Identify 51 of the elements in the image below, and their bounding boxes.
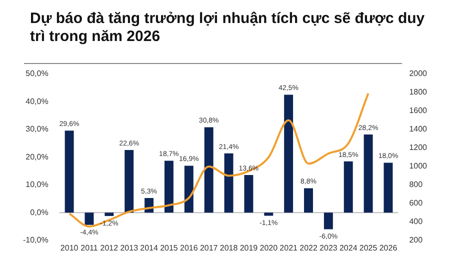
- x-tick-label: 2013: [120, 243, 139, 252]
- y2-tick-label: 1200: [409, 143, 428, 152]
- bar: [284, 94, 294, 213]
- x-tick-label: 2016: [180, 243, 198, 252]
- bar: [304, 188, 313, 213]
- bar: [184, 166, 194, 213]
- x-tick-label: 2012: [100, 243, 119, 252]
- y-tick-label: 20,0%: [26, 152, 48, 162]
- y-tick-label: 40,0%: [26, 96, 48, 106]
- y-tick-label: 30,0%: [26, 124, 48, 134]
- bar: [84, 212, 94, 225]
- y2-tick-label: 800: [409, 180, 424, 190]
- y2-tick-label: 600: [409, 198, 424, 208]
- bar: [324, 212, 333, 230]
- bar: [224, 153, 234, 213]
- y2-tick-label: 400: [409, 217, 424, 226]
- y2-tick-label: 1800: [409, 88, 428, 97]
- x-tick-label: 2023: [320, 243, 338, 252]
- x-tick-label: 2011: [80, 243, 98, 252]
- bar: [384, 162, 393, 213]
- y-tick-label: -10,0%: [22, 236, 48, 245]
- bar: [124, 150, 134, 213]
- x-tick-label: 2025: [359, 243, 378, 252]
- y2-tick-label: 1400: [409, 124, 428, 134]
- bar: [64, 130, 74, 213]
- x-tick-label: 2024: [339, 243, 358, 252]
- x-tick-label: 2014: [140, 243, 158, 252]
- x-tick-label: 2020: [260, 243, 278, 252]
- x-tick-label: 2010: [60, 243, 79, 252]
- bar: [164, 160, 174, 213]
- bar: [344, 161, 353, 213]
- chart-title: Dự báo đà tăng trưởng lợi nhuận tích cực sẽ được duy trì trong năm 2026: [30, 10, 426, 46]
- x-tick-label: 2017: [200, 243, 218, 252]
- y-tick-label: 50,0%: [26, 69, 48, 78]
- y2-tick-label: 200: [409, 236, 424, 245]
- y-tick-label: 0,0%: [30, 208, 48, 217]
- bar: [364, 134, 373, 213]
- x-tick-label: 2015: [160, 243, 178, 252]
- y2-tick-label: 1600: [409, 106, 428, 116]
- x-tick-label: 2022: [300, 243, 318, 252]
- x-tick-label: 2021: [280, 243, 298, 252]
- x-tick-label: 2019: [240, 243, 258, 252]
- y2-tick-label: 1000: [409, 162, 428, 171]
- bar: [104, 212, 114, 216]
- y2-tick-label: 2000: [409, 69, 428, 78]
- bar: [264, 212, 274, 216]
- bar: [244, 174, 254, 213]
- y-tick-label: 10,0%: [26, 180, 48, 190]
- x-tick-label: 2026: [379, 243, 398, 252]
- x-tick-label: 2018: [220, 243, 238, 252]
- bar: [204, 127, 214, 213]
